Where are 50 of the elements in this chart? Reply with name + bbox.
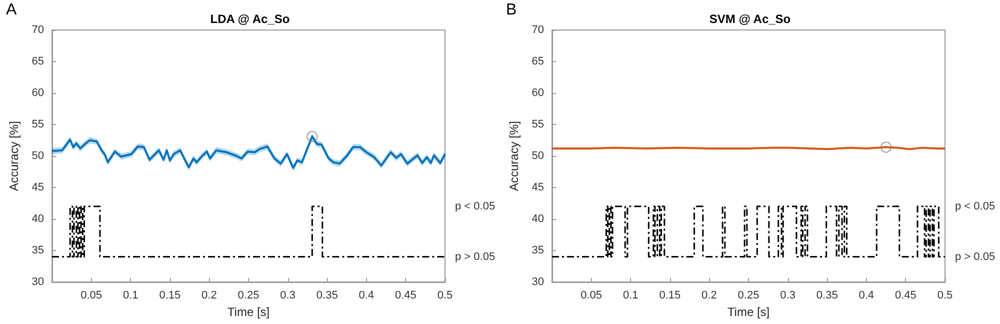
y-tick-label: 30: [32, 276, 44, 288]
x-tick-label: 0.45: [394, 290, 416, 302]
y-axis-title: Accuracy [%]: [7, 120, 21, 192]
chart-title: LDA @ Ac_So: [210, 12, 290, 26]
x-tick-label: 0.35: [316, 290, 338, 302]
y-tick-label: 50: [532, 150, 544, 162]
x-tick-label: 0.3: [780, 290, 796, 302]
x-tick-label: 0.1: [622, 290, 638, 302]
x-tick-label: 0.5: [937, 290, 953, 302]
y-tick-label: 40: [32, 213, 44, 225]
text: p < 0.05: [455, 200, 496, 212]
chart-title: SVM @ Ac_So: [709, 12, 791, 26]
y-tick-label: 35: [532, 244, 544, 256]
y-axis-title: Accuracy [%]: [507, 120, 521, 192]
x-tick-label: 0.45: [894, 290, 916, 302]
y-tick-label: 70: [32, 24, 44, 36]
x-tick-label: 0.2: [702, 290, 717, 302]
y-tick-label: 30: [532, 276, 544, 288]
x-tick-label: 0.25: [738, 290, 760, 302]
y-tick-label: 45: [532, 182, 544, 194]
x-tick-label: 0.3: [280, 290, 296, 302]
text: p > 0.05: [955, 250, 996, 263]
y-tick-label: 70: [532, 24, 544, 36]
y-tick-label: 50: [32, 150, 44, 162]
y-tick-label: 65: [32, 56, 44, 68]
text: A: [6, 2, 17, 18]
x-tick-label: 0.1: [122, 290, 138, 302]
x-tick-label: 0.05: [80, 290, 102, 302]
text: p < 0.05: [955, 200, 996, 212]
y-tick-label: 55: [532, 118, 544, 130]
text: B: [506, 2, 517, 18]
x-tick-label: 0.15: [159, 290, 181, 302]
x-tick-label: 0.4: [858, 290, 874, 302]
x-tick-label: 0.25: [238, 290, 260, 302]
x-tick-label: 0.2: [202, 290, 217, 302]
y-tick-label: 65: [532, 56, 544, 68]
x-axis-title: Time [s]: [227, 305, 270, 319]
x-tick-label: 0.5: [437, 290, 453, 302]
x-axis-title: Time [s]: [727, 305, 770, 319]
y-tick-label: 60: [532, 87, 544, 99]
y-tick-label: 55: [32, 118, 44, 130]
x-tick-label: 0.05: [580, 290, 602, 302]
text: p > 0.05: [455, 250, 496, 263]
x-tick-label: 0.15: [659, 290, 681, 302]
x-tick-label: 0.4: [358, 290, 374, 302]
y-tick-label: 35: [32, 244, 44, 256]
x-tick-label: 0.35: [816, 290, 838, 302]
y-tick-label: 45: [32, 182, 44, 194]
y-tick-label: 60: [32, 87, 44, 99]
y-tick-label: 40: [532, 213, 544, 225]
